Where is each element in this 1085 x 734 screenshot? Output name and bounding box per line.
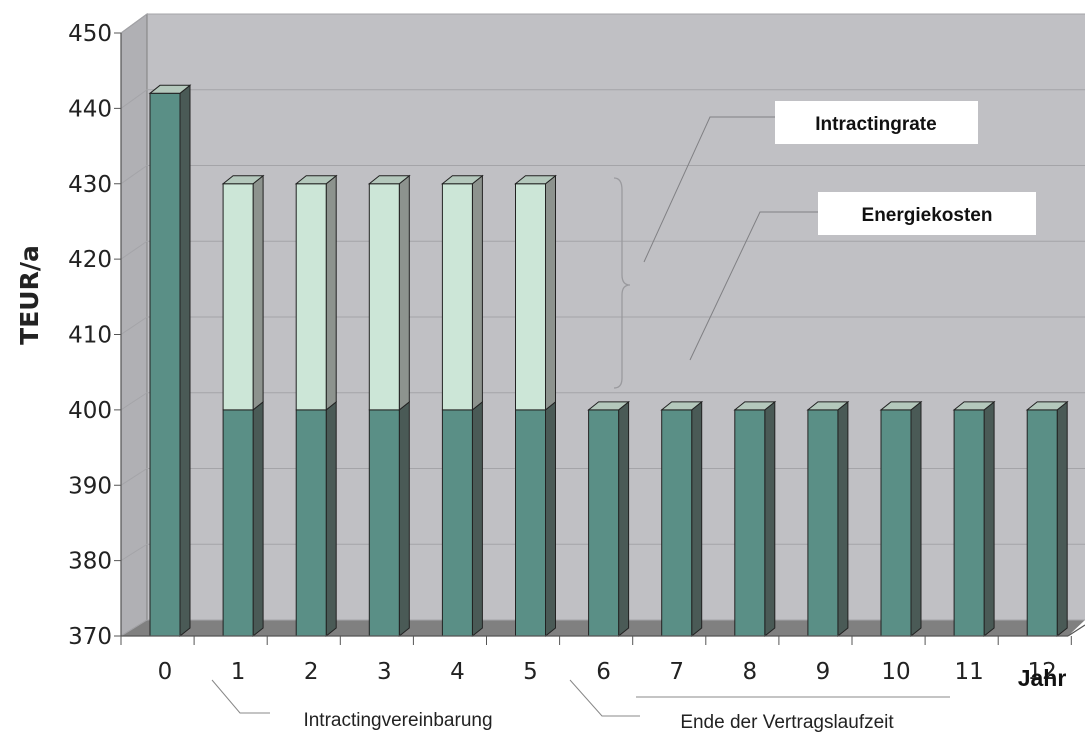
gridline-side-390: [120, 468, 148, 486]
gridline-side-450: [120, 13, 148, 34]
y-tick-label-440: 440: [68, 96, 112, 122]
intractingrate-leader-line: [643, 116, 775, 263]
x-tick-label-5: 5: [523, 659, 538, 685]
bar-energiekosten-2-side: [325, 400, 337, 638]
bar-energiekosten-6-top: [587, 401, 631, 411]
y-tick-label-380: 380: [68, 549, 112, 575]
x-tick-label-9: 9: [816, 659, 831, 685]
x-tick-label-2: 2: [304, 659, 319, 685]
bar-energiekosten-3-side: [398, 400, 410, 638]
bar-energiekosten-5: [515, 409, 546, 637]
y-tick-label-430: 430: [68, 172, 112, 198]
y-axis: 370 380 390 400 410 420 430 440 450: [68, 21, 122, 650]
bar-energiekosten-12-top: [1025, 401, 1069, 411]
x-tick-label-7: 7: [669, 659, 684, 685]
legend-label-intractingrate: Intractingrate: [815, 114, 936, 135]
x-tick-label-11: 11: [954, 659, 983, 685]
x-tick-label-6: 6: [596, 659, 611, 685]
y-tick-label-420: 420: [68, 247, 112, 273]
y-tick-label-450: 450: [68, 21, 112, 47]
y-tick-label-400: 400: [68, 398, 112, 424]
bar-energiekosten-9-top: [806, 401, 850, 411]
bar-energiekosten-7: [661, 409, 693, 637]
bar-energiekosten-0-top: [148, 84, 192, 94]
legend-label-energiekosten: Energiekosten: [862, 205, 993, 226]
x-tick-label-10: 10: [881, 659, 910, 685]
bar-energiekosten-10-top: [879, 401, 923, 411]
bar-energiekosten-11: [953, 409, 985, 637]
bar-intractingrate-2: [295, 183, 327, 411]
bar-energiekosten-12: [1026, 409, 1058, 637]
bar-intractingrate-4-top: [440, 175, 484, 185]
bar-energiekosten-10: [880, 409, 912, 637]
bar-intractingrate-1-top: [221, 175, 265, 185]
x-axis-title: Jahr: [1018, 665, 1067, 691]
intractingrate-brace: [613, 177, 631, 389]
energiekosten-leader-line: [689, 211, 818, 361]
bar-intractingrate-1: [222, 183, 254, 411]
bar-energiekosten-5-side: [545, 400, 556, 638]
gridline-side-440: [120, 89, 148, 109]
x-tick-label-1: 1: [231, 659, 246, 685]
gridline-side-420: [120, 240, 148, 260]
bar-energiekosten-3: [368, 409, 400, 637]
bar-energiekosten-0: [149, 92, 181, 637]
x-tick-label-12: 12: [1028, 659, 1057, 685]
gridline-side-370: [120, 619, 148, 637]
bar-energiekosten-11-top: [952, 401, 996, 411]
x-axis: 0 1 2 3 4 5 6 7 8 9 10 11 12: [120, 624, 1085, 685]
x-tick-label-3: 3: [377, 659, 392, 685]
x-tick-label-4: 4: [450, 659, 465, 685]
bar-energiekosten-7-side: [691, 400, 703, 638]
bar-energiekosten-1-side: [252, 400, 264, 638]
annotation-intracting-agreement: Intractingvereinbarung: [303, 710, 492, 731]
bar-energiekosten-8: [734, 409, 766, 637]
x-tick-label-8: 8: [742, 659, 757, 685]
x-axis-end: [1067, 624, 1085, 637]
bar-energiekosten-8-side: [764, 400, 776, 638]
gridline-side-430: [120, 165, 148, 185]
bar-intractingrate-5-side: [545, 174, 556, 411]
gridline-side-380: [120, 543, 148, 562]
gridline-side-400: [120, 392, 148, 411]
contract-end-leader-line: [569, 679, 640, 717]
bar-energiekosten-1: [222, 409, 254, 637]
bar-energiekosten-4-side: [471, 400, 483, 638]
bar-energiekosten-8-top: [733, 401, 777, 411]
bars: [148, 84, 1069, 638]
y-tick-label-390: 390: [68, 473, 112, 499]
bar-energiekosten-11-side: [983, 400, 995, 638]
legend-box-energiekosten: [818, 192, 1036, 235]
agreement-leader-line: [211, 679, 270, 714]
bar-intractingrate-2-top: [294, 175, 338, 185]
bar-intractingrate-5-top: [514, 175, 557, 185]
y-tick-label-370: 370: [68, 624, 112, 650]
bar-energiekosten-0-side: [179, 84, 191, 638]
gridline-side-410: [120, 316, 148, 335]
legend-box-intractingrate: [775, 101, 978, 144]
chart-side-wall: [120, 13, 148, 637]
bar-intractingrate-2-side: [325, 174, 337, 411]
bar-energiekosten-9: [807, 409, 839, 637]
y-tick-label-410: 410: [68, 323, 112, 349]
bar-intractingrate-4: [441, 183, 473, 411]
bar-energiekosten-10-side: [910, 400, 922, 638]
bar-intractingrate-4-side: [471, 174, 483, 411]
x-tick-label-0: 0: [158, 659, 173, 685]
annotation-contract-end: Ende der Vertragslaufzeit: [680, 712, 894, 733]
bar-energiekosten-4: [441, 409, 473, 637]
bar-energiekosten-12-side: [1056, 400, 1068, 638]
y-axis-title: TEUR/a: [15, 245, 44, 345]
bar-energiekosten-6: [588, 409, 620, 637]
bar-energiekosten-6-side: [618, 400, 630, 638]
bar-intractingrate-1-side: [252, 174, 264, 411]
bar-intractingrate-3-top: [367, 175, 411, 185]
bar-energiekosten-9-side: [837, 400, 849, 638]
bar-intractingrate-3-side: [398, 174, 410, 411]
bar-energiekosten-7-top: [660, 401, 704, 411]
bar-intractingrate-3: [368, 183, 400, 411]
bar-intractingrate-5: [515, 183, 546, 411]
bar-energiekosten-2: [295, 409, 327, 637]
